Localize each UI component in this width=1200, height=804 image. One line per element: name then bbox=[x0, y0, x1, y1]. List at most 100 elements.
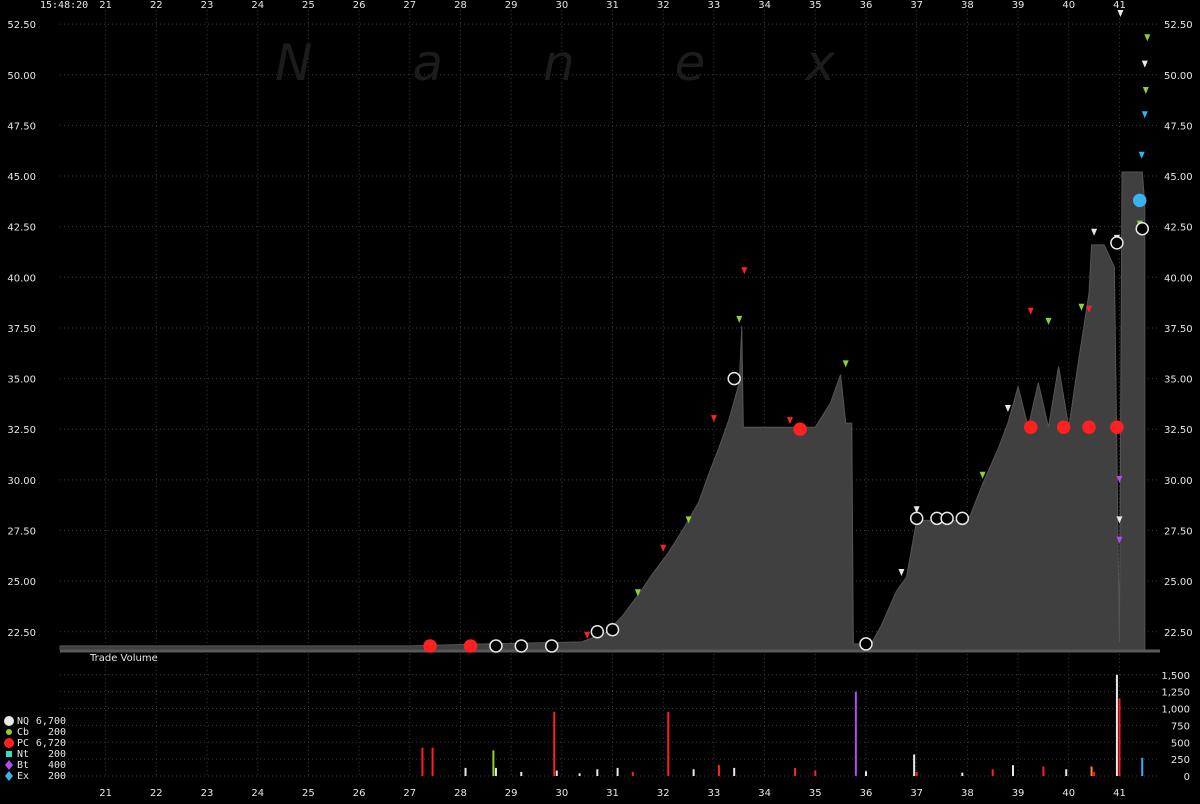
x-tick-label-bottom: 21 bbox=[99, 788, 112, 799]
quote-marker bbox=[1045, 317, 1052, 325]
legend-swatch bbox=[5, 760, 13, 770]
volume-series bbox=[421, 674, 1144, 776]
price-tick-label-right: 22.50 bbox=[1164, 628, 1193, 639]
price-tick-label-right: 25.00 bbox=[1164, 577, 1193, 588]
x-tick-label-top: 26 bbox=[353, 0, 366, 11]
legend-code: Cb bbox=[17, 727, 29, 738]
trade-marker bbox=[514, 639, 529, 653]
volume-bar bbox=[1042, 766, 1045, 776]
x-tick-label-bottom: 25 bbox=[302, 788, 315, 799]
legend-code: Nt bbox=[17, 749, 29, 760]
volume-bar bbox=[464, 767, 467, 776]
x-tick-label-top: 23 bbox=[201, 0, 214, 11]
x-tick-label-bottom: 36 bbox=[860, 788, 873, 799]
volume-tick-label: 750 bbox=[1171, 721, 1190, 732]
quote-marker bbox=[1091, 228, 1098, 236]
legend-value: 6,720 bbox=[36, 738, 66, 749]
volume-bar bbox=[1115, 674, 1118, 776]
x-tick-label-top: 30 bbox=[555, 0, 568, 11]
trade-marker bbox=[793, 422, 807, 436]
x-tick-label-top: 41 bbox=[1113, 0, 1126, 11]
price-tick-label-left: 32.50 bbox=[7, 425, 36, 436]
x-tick-label-top: 21 bbox=[99, 0, 112, 11]
volume-bar bbox=[1065, 769, 1068, 776]
x-tick-label-top: 37 bbox=[910, 0, 923, 11]
price-tick-label-right: 45.00 bbox=[1164, 172, 1193, 183]
x-tick-label-top: 29 bbox=[505, 0, 518, 11]
quote-marker bbox=[1078, 303, 1085, 311]
price-tick-label-left: 40.00 bbox=[7, 273, 36, 284]
legend-swatch bbox=[6, 729, 12, 735]
quote-marker bbox=[842, 360, 849, 368]
volume-bar bbox=[1141, 757, 1144, 776]
volume-bar bbox=[520, 771, 523, 776]
price-area-series bbox=[59, 171, 1146, 651]
x-tick-label-bottom: 24 bbox=[251, 788, 264, 799]
x-tick-label-bottom: 35 bbox=[809, 788, 822, 799]
volume-bar bbox=[717, 765, 720, 776]
quote-marker bbox=[786, 417, 793, 425]
trade-marker bbox=[1110, 420, 1124, 434]
legend-value: 200 bbox=[48, 727, 66, 738]
legend-swatch bbox=[4, 716, 14, 726]
trade-marker bbox=[1023, 420, 1038, 434]
legend-value: 400 bbox=[48, 760, 66, 771]
x-tick-label-bottom: 37 bbox=[910, 788, 923, 799]
legend-swatch bbox=[6, 751, 12, 757]
volume-bar bbox=[692, 769, 695, 776]
trade-marker bbox=[1135, 221, 1150, 236]
volume-bar bbox=[733, 767, 736, 776]
price-area bbox=[59, 171, 1146, 651]
legend-code: NQ bbox=[17, 716, 29, 727]
volume-bar bbox=[854, 691, 857, 776]
volume-bar bbox=[1118, 698, 1121, 776]
quote-marker bbox=[584, 631, 591, 639]
x-tick-label-top: 28 bbox=[454, 0, 467, 11]
quote-marker bbox=[1116, 475, 1123, 483]
x-tick-label-top: 39 bbox=[1012, 0, 1025, 11]
trade-marker bbox=[727, 371, 741, 386]
axis-labels: 21 21 22 22 23 23 24 24 25 25 26 26 27 27 28 28 29 29 30 30… bbox=[7, 0, 1192, 799]
trade-marker bbox=[859, 637, 873, 651]
legend-value: 200 bbox=[48, 771, 66, 782]
quote-marker bbox=[710, 415, 717, 423]
quote-marker bbox=[1117, 10, 1124, 17]
quote-marker bbox=[913, 506, 920, 514]
price-tick-label-right: 37.50 bbox=[1164, 324, 1193, 335]
price-tick-label-right: 50.00 bbox=[1164, 71, 1193, 82]
quote-marker bbox=[979, 471, 986, 479]
x-tick-label-top: 32 bbox=[657, 0, 670, 11]
volume-bar bbox=[913, 754, 916, 776]
x-tick-label-bottom: 40 bbox=[1062, 788, 1075, 799]
quote-marker bbox=[1142, 86, 1149, 94]
x-tick-label-top: 36 bbox=[860, 0, 873, 11]
trade-marker bbox=[955, 511, 970, 526]
price-tick-label-left: 42.50 bbox=[7, 223, 36, 234]
price-tick-label-right: 35.00 bbox=[1164, 375, 1193, 386]
x-tick-label-top: 38 bbox=[961, 0, 974, 11]
x-tick-label-bottom: 28 bbox=[454, 788, 467, 799]
price-tick-label-left: 37.50 bbox=[7, 324, 36, 335]
volume-bar bbox=[431, 747, 434, 776]
x-tick-label-bottom: 32 bbox=[657, 788, 670, 799]
x-tick-label-top: 25 bbox=[302, 0, 315, 11]
volume-bar bbox=[864, 771, 867, 776]
volume-tick-label: 0 bbox=[1184, 772, 1190, 783]
trade-marker bbox=[544, 639, 559, 653]
quote-marker bbox=[1116, 536, 1123, 544]
price-tick-label-left: 50.00 bbox=[7, 71, 36, 82]
quote-marker bbox=[1004, 404, 1011, 412]
quote-marker bbox=[1138, 151, 1145, 159]
quote-marker bbox=[741, 267, 748, 275]
trade-marker bbox=[1082, 420, 1096, 434]
volume-tick-label: 250 bbox=[1171, 755, 1190, 766]
price-tick-label-right: 30.00 bbox=[1164, 476, 1193, 487]
price-tick-label-left: 22.50 bbox=[7, 628, 36, 639]
trade-marker bbox=[1056, 420, 1071, 434]
x-tick-label-bottom: 22 bbox=[150, 788, 163, 799]
volume-bar bbox=[915, 771, 918, 776]
trade-marker bbox=[1132, 193, 1147, 208]
volume-bar bbox=[596, 769, 599, 776]
legend-code: PC bbox=[17, 738, 29, 749]
